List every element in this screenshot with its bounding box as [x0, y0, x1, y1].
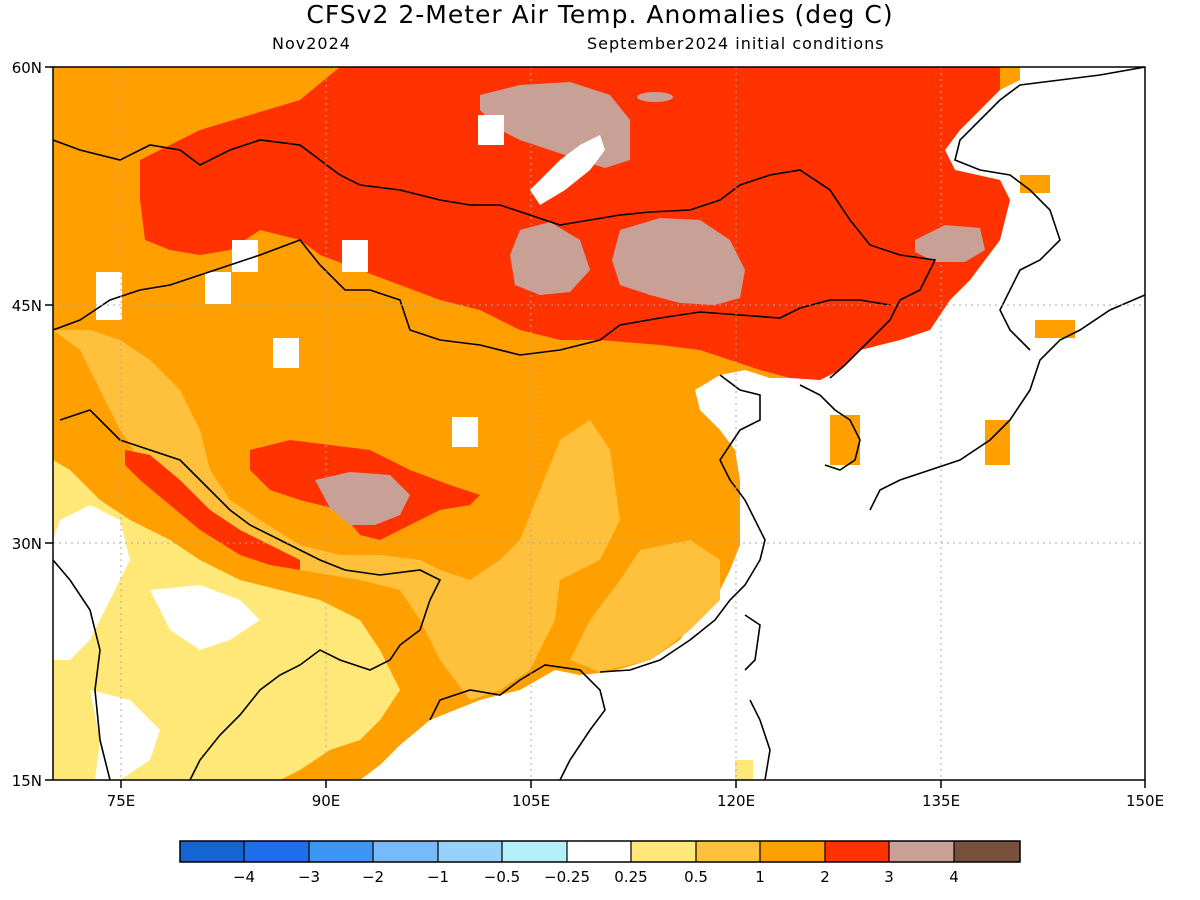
colorbar-swatch	[502, 841, 567, 862]
lat-label-45n: 45N	[12, 297, 42, 315]
anomaly-3-4-mongolia-east	[612, 218, 745, 305]
low-anomaly-india-2	[150, 585, 260, 650]
anomaly-japan	[985, 420, 1010, 465]
colorbar-label: −1	[427, 868, 449, 886]
lon-label-120e: 120E	[717, 792, 755, 810]
anomaly-2-3-himalaya	[125, 450, 300, 570]
colorbar-label: −2	[362, 868, 384, 886]
anomaly-0.5-1-southeast	[570, 540, 720, 672]
colorbar-swatch	[760, 841, 825, 862]
map-frame	[52, 66, 1146, 781]
low-anomaly-south-asia	[90, 690, 160, 780]
anomaly-3-4-manchuria	[915, 225, 985, 262]
colorbar-label: −0.25	[544, 868, 590, 886]
colorbar-swatch	[954, 841, 1020, 862]
colorbar-label: 4	[949, 868, 959, 886]
colorbar-label: 2	[820, 868, 830, 886]
anomaly-2-3-north	[140, 67, 1010, 380]
colorbar-swatch	[373, 841, 438, 862]
low-anomaly-india	[53, 505, 130, 660]
colorbar-label: 1	[755, 868, 765, 886]
lat-label-15n: 15N	[12, 772, 42, 790]
missing-balkhash	[232, 240, 258, 272]
missing-aral	[205, 272, 231, 304]
grid-lines	[53, 67, 1145, 780]
anomaly-field	[53, 67, 1145, 780]
missing-issyk	[273, 338, 299, 368]
forecast-month: Nov2024	[272, 34, 351, 53]
missing-caspian	[96, 272, 122, 320]
missing-lake-2	[478, 115, 504, 145]
anomaly-3-4-spot	[637, 92, 673, 102]
lon-label-75e: 75E	[107, 792, 136, 810]
colorbar-swatch	[631, 841, 696, 862]
anomaly-sakhalin	[1020, 175, 1050, 193]
anomaly-philippines	[735, 760, 753, 780]
lat-label-30n: 30N	[12, 535, 42, 553]
colorbar-swatch	[567, 841, 631, 862]
anomaly-0.5-1-band	[53, 330, 620, 700]
colorbar-label: 3	[884, 868, 894, 886]
colorbar-swatch	[825, 841, 889, 862]
colorbar-swatch	[309, 841, 373, 862]
colorbar-swatch	[244, 841, 309, 862]
lat-label-60n: 60N	[12, 59, 42, 77]
colorbar-label: 0.25	[614, 868, 647, 886]
colorbar-swatch	[438, 841, 502, 862]
colorbar-label: 0.5	[684, 868, 708, 886]
colorbar: −4 −3 −2 −1 −0.5 −0.25 0.25 0.5 1 2 3 4	[179, 840, 1021, 886]
tick-marks	[45, 66, 1146, 788]
initial-conditions: September2024 initial conditions	[587, 34, 885, 53]
colorbar-label: −3	[298, 868, 320, 886]
lon-label-105e: 105E	[512, 792, 550, 810]
colorbar-label: −4	[233, 868, 255, 886]
map-title: CFSv2 2-Meter Air Temp. Anomalies (deg C…	[306, 0, 894, 29]
missing-lake	[342, 240, 368, 272]
lon-label-135e: 135E	[922, 792, 960, 810]
lon-label-150e: 150E	[1126, 792, 1164, 810]
anomaly-korea	[830, 415, 860, 465]
missing-baikal	[530, 135, 605, 205]
anomaly-hokkaido	[1035, 320, 1075, 338]
colorbar-swatch	[696, 841, 760, 862]
lon-label-90e: 90E	[312, 792, 341, 810]
colorbar-label: −0.5	[484, 868, 520, 886]
colorbar-swatch	[889, 841, 954, 862]
coastlines-borders	[53, 67, 1145, 780]
missing-qinghai	[452, 417, 478, 447]
anomaly-3-4-tibet	[315, 472, 410, 525]
colorbar-swatch	[180, 841, 244, 862]
anomaly-3-4-mongolia-west	[510, 222, 590, 295]
